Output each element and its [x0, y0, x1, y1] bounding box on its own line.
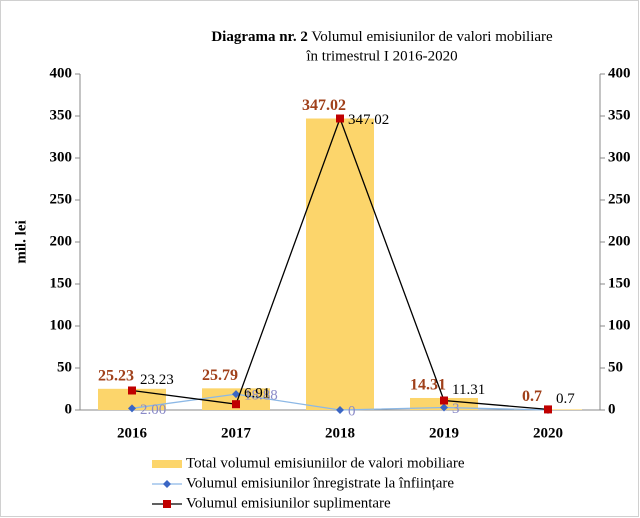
y-tick-label: 350 [50, 107, 73, 123]
y-tick-label: 0 [65, 401, 73, 417]
x-tick-label: 2020 [533, 425, 563, 441]
x-tick-label: 2017 [221, 425, 252, 441]
data-label: 23.23 [140, 372, 174, 388]
data-label: 11.31 [452, 382, 485, 398]
y2-tick-label: 300 [608, 149, 631, 165]
data-label: 3 [452, 401, 460, 417]
y2-tick-label: 150 [608, 275, 631, 291]
marker [336, 114, 344, 123]
data-label: 347.02 [348, 112, 389, 128]
marker [232, 400, 240, 409]
bar-value-label: 0.7 [522, 388, 542, 405]
y-axis-label: mil. lei [13, 220, 29, 263]
legend-marker [163, 500, 171, 508]
y2-tick-label: 350 [608, 107, 631, 123]
y-tick-label: 400 [50, 65, 73, 81]
legend-label: Volumul emisiunilor suplimentare [186, 495, 391, 511]
title-line: în trimestrul I 2016-2020 [305, 48, 457, 64]
title-prefix: Diagrama nr. 2 [211, 29, 308, 45]
marker [128, 404, 136, 413]
x-tick-label: 2016 [117, 425, 148, 441]
marker [440, 403, 448, 412]
bar-value-label: 25.23 [98, 367, 134, 384]
chart-title: Diagrama nr. 2 Volumul emisiunilor de va… [211, 29, 553, 45]
y-tick-label: 150 [50, 275, 73, 291]
bar [98, 388, 166, 410]
bar-value-label: 347.02 [302, 97, 346, 114]
legend-label: Volumul emisiunilor înregistrate la înfi… [186, 475, 454, 491]
legend-swatch [152, 460, 182, 468]
marker [128, 386, 136, 395]
y2-tick-label: 100 [608, 317, 631, 333]
title-line: Volumul emisiunilor de valori mobiliare [311, 29, 553, 45]
y-tick-label: 100 [50, 317, 73, 333]
bar [202, 388, 270, 410]
data-label: 18.88 [244, 388, 278, 404]
y2-tick-label: 400 [608, 65, 631, 81]
marker [336, 406, 344, 414]
marker [232, 390, 240, 399]
legend-label: Total volumul emisiuniilor de valori mob… [186, 455, 465, 471]
data-label: 6.91 [244, 386, 270, 402]
bar [306, 118, 374, 410]
data-label: 0 [348, 403, 356, 419]
y2-tick-label: 200 [608, 233, 631, 249]
marker [440, 396, 448, 405]
y-tick-label: 50 [57, 359, 72, 375]
y2-tick-label: 50 [608, 359, 623, 375]
bar-value-label: 25.79 [202, 367, 238, 384]
y2-tick-label: 0 [608, 401, 616, 417]
y-tick-label: 200 [50, 233, 73, 249]
y-tick-label: 300 [50, 149, 73, 165]
y-tick-label: 250 [50, 191, 73, 207]
marker [544, 405, 552, 414]
x-tick-label: 2018 [325, 425, 355, 441]
y2-tick-label: 250 [608, 191, 631, 207]
data-label: 2.00 [140, 402, 166, 418]
legend-marker [163, 480, 171, 488]
data-label: 0.7 [556, 391, 575, 407]
x-tick-label: 2019 [429, 425, 459, 441]
